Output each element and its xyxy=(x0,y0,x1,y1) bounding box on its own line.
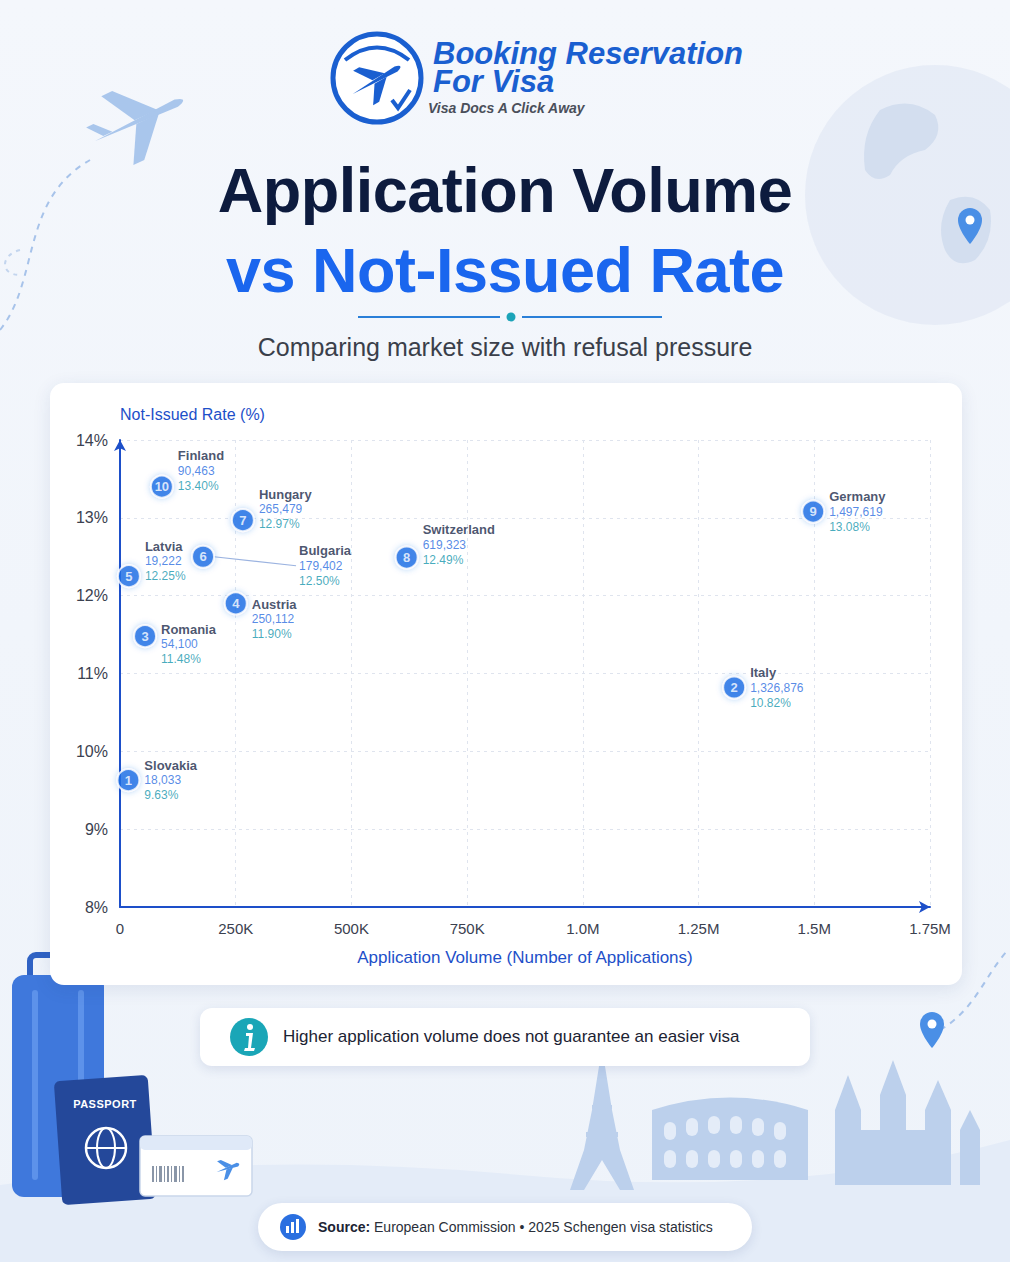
html-text:Comparing market size with ref: Comparing market size with refusal press… xyxy=(257,333,753,361)
svg-text:11.90%: 11.90% xyxy=(252,627,292,641)
svg-text:1,497,619: 1,497,619 xyxy=(829,505,883,519)
svg-text:Hungary: Hungary xyxy=(259,487,313,502)
svg-text:179,402: 179,402 xyxy=(299,559,343,573)
svg-text:1,326,876: 1,326,876 xyxy=(750,681,804,695)
svg-text:Germany: Germany xyxy=(829,489,886,504)
svg-text:5: 5 xyxy=(125,569,132,584)
svg-text:13%: 13% xyxy=(76,509,108,526)
html-text:Application Volume: Application Volume xyxy=(217,155,793,225)
html-text:vs Not-Issued Rate: vs Not-Issued Rate xyxy=(225,235,785,305)
svg-text:250,112: 250,112 xyxy=(252,612,295,626)
svg-text:9: 9 xyxy=(810,504,817,519)
html-text:Source: European Commission •: Source: European Commission • 2025 Schen… xyxy=(318,1219,713,1235)
svg-text:90,463: 90,463 xyxy=(178,464,215,478)
svg-text:13.08%: 13.08% xyxy=(829,520,870,534)
svg-text:2: 2 xyxy=(731,680,738,695)
svg-text:Application Volume (Number of: Application Volume (Number of Applicatio… xyxy=(357,948,692,967)
svg-text:8: 8 xyxy=(403,550,410,565)
svg-text:14%: 14% xyxy=(76,432,108,449)
svg-text:Switzerland: Switzerland xyxy=(423,522,495,537)
svg-text:11%: 11% xyxy=(77,665,108,682)
svg-text:12.25%: 12.25% xyxy=(145,569,186,583)
svg-text:11.48%: 11.48% xyxy=(161,652,201,666)
html-text:Higher application volume does: Higher application volume does not guara… xyxy=(283,1027,740,1046)
svg-text:4: 4 xyxy=(232,596,240,611)
html-text:Visa Docs A Click Away: Visa Docs A Click Away xyxy=(428,100,585,116)
svg-text:Romania: Romania xyxy=(161,622,217,637)
svg-text:1.75M: 1.75M xyxy=(909,920,951,937)
svg-text:1: 1 xyxy=(125,773,132,788)
html-text:Booking Reservation: Booking Reservation xyxy=(433,36,744,71)
svg-text:12.50%: 12.50% xyxy=(299,574,340,588)
svg-text:9.63%: 9.63% xyxy=(144,788,178,802)
svg-text:265,479: 265,479 xyxy=(259,502,303,516)
svg-text:Latvia: Latvia xyxy=(145,539,183,554)
svg-text:10%: 10% xyxy=(76,743,108,760)
svg-text:500K: 500K xyxy=(334,920,369,937)
svg-text:3: 3 xyxy=(141,629,148,644)
svg-text:619,323: 619,323 xyxy=(423,538,467,552)
svg-text:13.40%: 13.40% xyxy=(178,479,219,493)
svg-text:Austria: Austria xyxy=(252,597,298,612)
svg-text:250K: 250K xyxy=(218,920,253,937)
svg-text:7: 7 xyxy=(239,513,246,528)
svg-text:750K: 750K xyxy=(450,920,485,937)
svg-text:Finland: Finland xyxy=(178,448,224,463)
svg-text:9%: 9% xyxy=(85,821,108,838)
html-text:For Visa: For Visa xyxy=(433,64,555,99)
svg-text:12%: 12% xyxy=(76,587,108,604)
svg-text:1.0M: 1.0M xyxy=(566,920,599,937)
svg-text:10.82%: 10.82% xyxy=(750,696,791,710)
svg-text:0: 0 xyxy=(116,920,124,937)
svg-text:54,100: 54,100 xyxy=(161,637,198,651)
svg-text:Slovakia: Slovakia xyxy=(144,758,198,773)
html-text:PASSPORT: PASSPORT xyxy=(73,1098,137,1110)
svg-text:1.5M: 1.5M xyxy=(798,920,831,937)
svg-text:Not-Issued Rate (%): Not-Issued Rate (%) xyxy=(120,406,265,423)
svg-text:8%: 8% xyxy=(85,899,108,916)
svg-text:10: 10 xyxy=(155,479,169,494)
svg-text:Bulgaria: Bulgaria xyxy=(299,543,352,558)
svg-text:19,222: 19,222 xyxy=(145,554,182,568)
svg-text:6: 6 xyxy=(199,549,206,564)
svg-text:12.49%: 12.49% xyxy=(423,553,464,567)
svg-text:18,033: 18,033 xyxy=(144,773,181,787)
svg-text:Italy: Italy xyxy=(750,665,777,680)
svg-text:1.25M: 1.25M xyxy=(678,920,720,937)
svg-text:12.97%: 12.97% xyxy=(259,517,300,531)
